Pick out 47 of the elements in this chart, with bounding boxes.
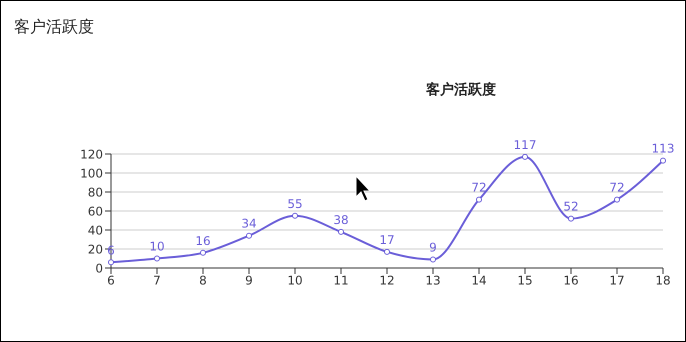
x-tick-label: 14 [471,274,487,288]
y-tick-label: 80 [88,185,103,200]
point [614,196,620,203]
x-tick-label: 12 [379,274,395,288]
y-tick-label: 60 [88,204,103,218]
point [292,212,298,219]
x-tick-label: 6 [107,274,115,288]
data-label: 117 [514,138,536,152]
x-tick-label: 18 [655,274,671,288]
x-tick-label: 16 [563,274,579,288]
point [476,196,482,203]
chart-title: 客户活跃度 [14,17,94,38]
chart-subtitle: 客户活跃度 [425,81,497,99]
data-label: 38 [333,212,349,227]
x-tick-label: 17 [609,274,625,288]
point [522,154,528,160]
data-label: 10 [149,240,165,254]
data-label: 55 [287,196,303,211]
y-tick-label: 120 [80,147,103,162]
point [246,232,252,239]
point [568,216,574,222]
data-label: 72 [471,180,487,195]
data-label: 72 [609,180,625,195]
point [384,248,390,255]
point [430,256,436,262]
point [338,228,344,235]
x-tick-label: 8 [199,274,207,288]
x-tick-label: 15 [517,274,533,288]
y-tick-label: 0 [95,261,103,276]
point [108,259,114,266]
data-label: 16 [195,234,211,248]
x-tick-label: 7 [153,274,161,288]
x-tick-label: 9 [245,274,253,288]
y-tick-label: 100 [80,166,103,180]
data-label: 34 [241,216,257,231]
point [660,158,666,164]
x-tick-label: 11 [333,274,349,288]
data-label: 17 [379,232,395,247]
data-label: 52 [563,200,579,214]
data-label: 9 [429,240,437,254]
point [154,256,160,262]
point [200,250,206,256]
y-tick-label: 40 [88,223,103,238]
y-tick-label: 20 [88,242,103,256]
x-tick-label: 10 [287,274,303,288]
x-tick-label: 13 [425,274,441,288]
data-label: 113 [652,142,674,156]
